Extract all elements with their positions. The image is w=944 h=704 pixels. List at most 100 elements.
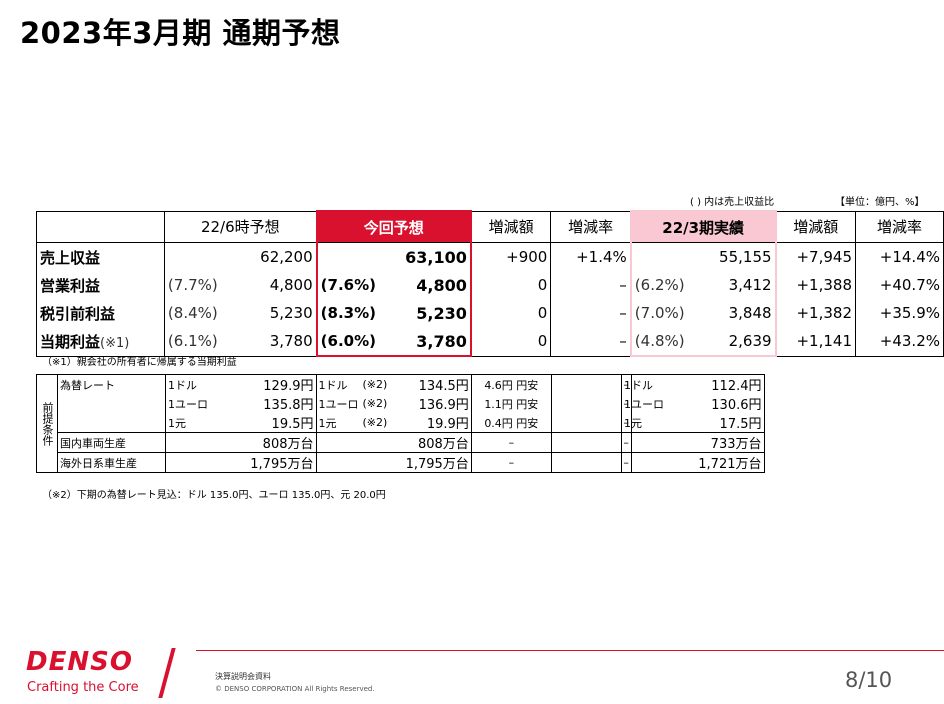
header-current-forecast: 今回予想 bbox=[315, 210, 472, 243]
prev-unit: 1ドル bbox=[165, 374, 210, 394]
table-row: 売上収益 62,200 63,100 +900 +1.4% 55,155 +7,… bbox=[36, 242, 944, 271]
act-val: 17.5円 bbox=[666, 413, 765, 433]
assumption-row: 前提条件 為替レート 1ドル 129.9円 1ドル (※2) 134.5円 4.… bbox=[36, 374, 632, 473]
diff-val: – bbox=[471, 452, 552, 473]
act-pct bbox=[629, 242, 688, 271]
prev-value: 5,230 bbox=[220, 299, 318, 327]
diff2-value: +1,388 bbox=[775, 271, 856, 299]
assumption-name: 国内車両生産 bbox=[57, 432, 166, 453]
table-row: 税引前利益 (8.4%) 5,230 (8.3%) 5,230 0 – (7.0… bbox=[36, 299, 944, 327]
act-value: 2,639 bbox=[687, 327, 777, 357]
rate-value: +1.4% bbox=[550, 242, 632, 271]
diff2-value: +1,382 bbox=[775, 299, 856, 327]
act-unit: 1元 bbox=[621, 413, 666, 433]
diff-val: 0.4円 円安 bbox=[471, 413, 552, 433]
page-number: 8/10 bbox=[845, 668, 893, 692]
diff-value: 0 bbox=[470, 327, 552, 357]
header-change-amount: 増減額 bbox=[470, 210, 552, 243]
footer-slash-mark bbox=[158, 648, 176, 698]
header-change-amount-2: 増減額 bbox=[775, 210, 856, 243]
cur-note bbox=[360, 432, 390, 453]
cur-pct: (8.3%) bbox=[315, 299, 379, 327]
assumption-row: 海外日系車生産 1,795万台 1,795万台 – – bbox=[37, 452, 632, 473]
prev-value: 62,200 bbox=[220, 242, 318, 271]
rate2-value: +14.4% bbox=[855, 242, 944, 271]
prev-val: 808万台 bbox=[210, 432, 317, 453]
cur-unit bbox=[316, 432, 361, 453]
cur-val: 136.9円 bbox=[389, 394, 472, 413]
forecast-table: 22/6時予想 今回予想 増減額 増減率 22/3期実績 増減額 増減率 売上収… bbox=[36, 210, 944, 357]
unit-note: 【単位：億円、%】 bbox=[835, 197, 925, 208]
cur-unit: 1元 bbox=[318, 416, 337, 430]
header-prev-forecast: 22/6時予想 bbox=[163, 210, 318, 243]
assumption-name bbox=[57, 394, 166, 413]
header-empty bbox=[36, 210, 165, 243]
act-pct: (6.2%) bbox=[629, 271, 688, 299]
cur-value: 5,230 bbox=[378, 299, 472, 327]
header-actual: 22/3期実績 bbox=[629, 210, 777, 243]
act-val: 130.6円 bbox=[666, 394, 765, 413]
header-change-rate: 増減率 bbox=[550, 210, 632, 243]
cur-pct: (6.0%) bbox=[315, 327, 379, 357]
assumption-name: 為替レート bbox=[57, 374, 166, 394]
rate2-value: +40.7% bbox=[855, 271, 944, 299]
assumption-name bbox=[57, 413, 166, 433]
diff-val: 4.6円 円安 bbox=[471, 374, 552, 394]
cur-note: (※2) bbox=[360, 374, 390, 394]
act-value: 3,412 bbox=[687, 271, 777, 299]
prev-unit: 1元 bbox=[168, 416, 186, 430]
prev-pct: (7.7%) bbox=[167, 276, 218, 294]
row-label: 税引前利益 bbox=[36, 299, 165, 327]
rate2-value: +35.9% bbox=[855, 299, 944, 327]
prev-pct: (8.4%) bbox=[167, 304, 218, 322]
cur-val: 134.5円 bbox=[389, 374, 472, 394]
act-value: 55,155 bbox=[687, 242, 777, 271]
footnote-2: （※2）下期の為替レート見込：ドル 135.0円、ユーロ 135.0円、元 20… bbox=[42, 490, 386, 501]
row-label: 当期利益(※1) bbox=[36, 327, 165, 357]
diff-value: 0 bbox=[470, 299, 552, 327]
diff-value: +900 bbox=[470, 242, 552, 271]
row-label: 売上収益 bbox=[36, 242, 165, 271]
row-label: 営業利益 bbox=[36, 271, 165, 299]
cur-value: 3,780 bbox=[378, 327, 472, 357]
assumption-row: 1元 17.5円 bbox=[621, 413, 765, 433]
prev-unit bbox=[165, 432, 210, 453]
rate2-value: +43.2% bbox=[855, 327, 944, 357]
diff2-value: +1,141 bbox=[775, 327, 856, 357]
act-val: 733万台 bbox=[666, 432, 765, 453]
prev-value: 4,800 bbox=[220, 271, 318, 299]
act-unit bbox=[621, 432, 666, 453]
rate-val: – bbox=[551, 413, 632, 433]
assumption-row: 1ユーロ 135.8円 1ユーロ (※2) 136.9円 1.1円 円安 – bbox=[37, 394, 632, 413]
cur-value: 63,100 bbox=[378, 242, 472, 271]
prev-val: 129.9円 bbox=[210, 374, 317, 394]
cur-pct: (7.6%) bbox=[315, 271, 379, 299]
assumption-row: 1ドル 112.4円 bbox=[621, 374, 765, 394]
row-label-text: 売上収益 bbox=[40, 248, 101, 267]
act-val: 112.4円 bbox=[666, 374, 765, 394]
row-label-text: 当期利益 bbox=[40, 332, 101, 351]
diff-val: – bbox=[471, 432, 552, 453]
cur-note: (※2) bbox=[362, 397, 388, 410]
rate-val: – bbox=[551, 394, 632, 413]
assumption-row: 1元 19.5円 1元 (※2) 19.9円 0.4円 円安 – bbox=[37, 413, 632, 433]
prev-pct: (6.1%) bbox=[164, 327, 221, 357]
cur-val: 19.9円 bbox=[389, 413, 472, 433]
act-val: 1,721万台 bbox=[666, 452, 765, 473]
assumption-row: 733万台 bbox=[621, 432, 765, 453]
rate-val: – bbox=[551, 374, 632, 394]
row-label-note: (※1) bbox=[100, 335, 130, 351]
rate-value: – bbox=[550, 271, 632, 299]
rate-value: – bbox=[550, 299, 632, 327]
assumptions-side-label: 前提条件 bbox=[36, 374, 58, 473]
act-pct: (7.0%) bbox=[629, 299, 688, 327]
cur-value: 4,800 bbox=[378, 271, 472, 299]
rate-val: – bbox=[551, 432, 632, 453]
prev-unit bbox=[165, 452, 210, 473]
prev-val: 1,795万台 bbox=[210, 452, 317, 473]
row-label-text: 営業利益 bbox=[40, 276, 101, 295]
diff2-value: +7,945 bbox=[775, 242, 856, 271]
footer-divider bbox=[196, 650, 944, 651]
diff-value: 0 bbox=[470, 271, 552, 299]
act-pct: (4.8%) bbox=[629, 327, 688, 357]
